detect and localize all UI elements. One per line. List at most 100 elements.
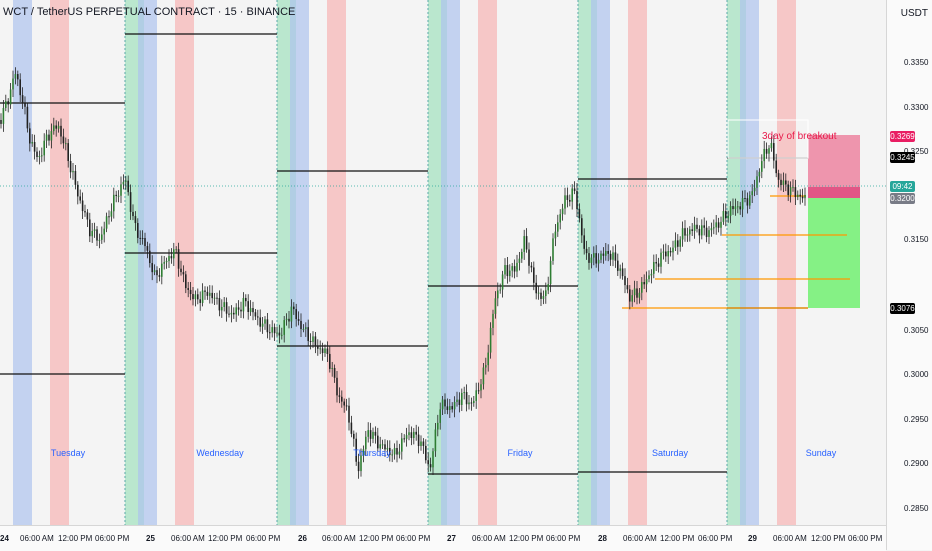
candle-body [677,240,679,247]
candle-body [170,256,173,259]
candle-body [413,431,415,438]
candle-body [422,441,425,446]
candle-body [710,228,713,231]
candle-body [557,222,559,232]
candle-body [588,253,590,263]
candle-body [775,160,777,174]
candle-body [233,312,235,315]
london-session-band [50,0,69,525]
candle-body [449,406,451,410]
time-tick: 29 [748,534,757,543]
day-label-sunday: Sunday [805,448,837,458]
candle-body [173,249,175,259]
candle-body [521,251,523,259]
candle-body [245,297,247,302]
candle-body [463,392,465,394]
candle-body [458,399,461,405]
candle-body [525,236,528,250]
candle-body [672,247,674,253]
candle-body [403,438,405,440]
candle-body [602,253,605,256]
candle-body [492,313,494,328]
candle-body [369,430,372,439]
candle-body [146,246,149,251]
candle-body [451,406,453,410]
candle-body [360,455,362,472]
candle-body [686,234,689,236]
candle-body [734,206,737,210]
candle-body [626,285,629,290]
candle-body [573,188,576,191]
candle-body [600,253,602,260]
candle-body [355,438,357,462]
candle-body [434,429,437,452]
candle-body [537,292,540,294]
candle-body [139,237,141,239]
time-tick: 06:00 PM [95,534,130,543]
time-tick: 12:00 PM [208,534,243,543]
candle-body [645,279,648,285]
candle-body [770,143,773,149]
candle-body [386,447,389,450]
candle-body [777,173,780,180]
candle-body [427,460,429,465]
candle-body [729,206,732,216]
candle-body [69,161,72,173]
candle-body [631,295,633,302]
candle-body [756,176,758,188]
candle-body [662,251,665,253]
candle-body [456,399,458,402]
candle-body [523,236,525,252]
time-tick: 06:00 PM [848,534,883,543]
currency-label[interactable]: USDT [900,8,928,19]
price-axis[interactable]: USDT 0.3350 0.3300 0.3250 0.3150 0.3050 … [886,0,932,550]
candle-body [559,214,561,223]
london-session-band [327,0,346,525]
candle-body [415,431,417,435]
candle-body [77,184,79,197]
candle-body [338,395,341,397]
price-tick: 0.3250 [904,147,929,156]
candle-body [542,296,545,299]
candle-body [701,225,703,236]
candle-body [473,400,475,404]
candle-body [657,263,660,267]
candle-body [225,302,228,314]
candle-body [14,74,17,79]
asia-session-band [13,0,32,525]
candle-body [288,318,290,322]
candle-body [331,367,333,369]
candle-body [12,78,14,90]
candle-body [720,221,722,228]
candle-body [132,211,134,217]
candle-body [612,252,614,260]
candle-body [789,187,792,196]
candle-body [293,306,295,310]
candle-body [278,332,281,336]
candle-body [444,399,446,407]
candle-body [0,120,2,124]
candle-body [120,184,122,196]
candle-body [283,320,285,335]
candle-body [739,206,741,210]
candle-body [343,401,345,406]
price-tick: 0.2900 [904,459,929,468]
candle-body [151,263,153,273]
candle-body [122,181,125,185]
breakout-box [727,119,809,159]
candle-body [633,288,636,296]
price-chart[interactable] [0,0,886,525]
candle-body [194,294,197,300]
chart-area[interactable]: WCT / TetherUS PERPETUAL CONTRACT · 15 ·… [0,0,886,525]
candle-body [62,136,65,144]
time-axis[interactable]: 24 06:00 AM 12:00 PM 06:00 PM 25 06:00 AM 12:0… [0,525,886,551]
symbol-title[interactable]: WCT / TetherUS PERPETUAL CONTRACT · 15 ·… [3,6,296,18]
candle-body [614,252,617,261]
candle-body [417,434,420,447]
breakout-annotation[interactable]: 3day of breakout [762,131,837,142]
candle-body [309,340,312,342]
candle-body [297,319,300,321]
candle-body [211,292,213,299]
candle-body [389,447,391,455]
candle-body [43,140,45,156]
